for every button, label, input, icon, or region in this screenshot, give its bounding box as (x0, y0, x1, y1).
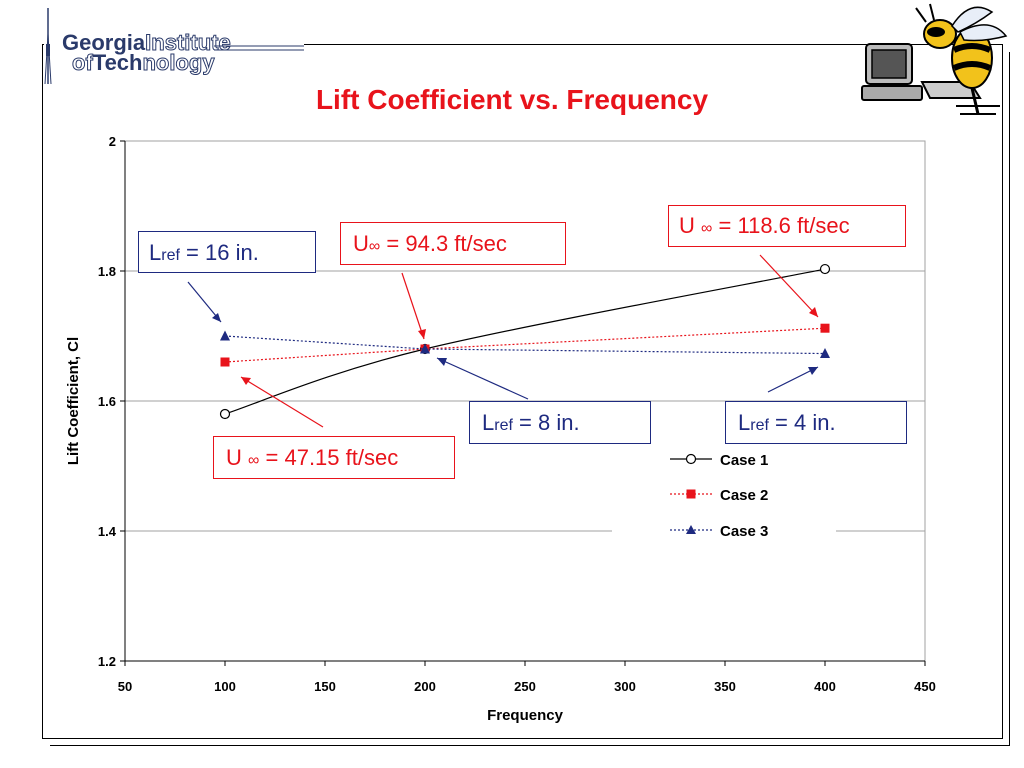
annotation-u-118-sub: ∞ (701, 220, 713, 237)
annotation-lref-8: Lref = 8 in. (469, 401, 651, 444)
annotation-lref-4: Lref = 4 in. (725, 401, 907, 444)
x-tick-label-6: 350 (714, 679, 736, 694)
series-group (219, 263, 831, 420)
arrow-u118 (759, 254, 819, 318)
arrowhead-lref8 (437, 358, 447, 366)
logo-institute: Institute (145, 30, 232, 56)
point-case-3-100 (220, 330, 230, 341)
buzz-computer-mascot-icon (861, 3, 1008, 115)
x-tick-label-4: 250 (514, 679, 536, 694)
point-case-2-400 (820, 323, 830, 333)
point-case-3-400 (820, 348, 830, 359)
arrowhead-u94 (418, 329, 426, 339)
x-tick-label-1: 100 (214, 679, 236, 694)
x-tick-label-5: 300 (614, 679, 636, 694)
y-tick-label-4: 2 (109, 134, 116, 149)
x-tick-label-2: 150 (314, 679, 336, 694)
logo-of: of (72, 50, 94, 76)
logo-tech: Tech (92, 50, 143, 75)
annotation-u-118-main: U (679, 213, 701, 238)
annotation-u-47-sub: ∞ (248, 452, 260, 469)
slide-frame (42, 44, 1003, 739)
y-axis-label: Lift Coefficient, Cl (65, 337, 82, 465)
georgia-tech-logo: GeorgiaInstitute ofTechnology (44, 4, 304, 86)
chart-title: Lift Coefficient vs. Frequency (315, 84, 709, 115)
annotation-u-47: U ∞ = 47.15 ft/sec (213, 436, 455, 479)
annotation-u-94-sub: ∞ (368, 238, 381, 255)
annotation-lref-16-value: = 16 in. (179, 240, 259, 265)
annotation-lref-8-value: = 8 in. (512, 410, 580, 435)
logo-rule (214, 45, 304, 51)
y-tick-label-1: 1.4 (98, 524, 117, 539)
annotation-u-47-value: = 47.15 ft/sec (259, 445, 399, 470)
point-case-3-200 (420, 343, 430, 354)
logo-nology: nology (142, 50, 215, 76)
annotation-lref-16: Lref = 16 in. (138, 231, 316, 273)
annotation-u-118-value: = 118.6 ft/sec (712, 213, 850, 238)
annotation-lref-4-main: L (738, 410, 751, 435)
arrowhead-u47 (241, 377, 251, 385)
annotation-lref-8-main: L (482, 410, 495, 435)
legend-case1-marker (685, 453, 697, 465)
logo-georgia: Georgia (62, 30, 146, 55)
legend-case2-label: Case 2 (720, 487, 768, 504)
annotation-u-118: U ∞ = 118.6 ft/sec (668, 205, 906, 247)
legend-case3-marker (686, 525, 696, 534)
legend: Case 1 Case 2 Case 3 (670, 452, 768, 540)
arrow-u94 (401, 272, 425, 340)
legend-case2-marker (686, 489, 696, 499)
annotation-u-94-main: U (353, 231, 369, 256)
y-tick-label-2: 1.6 (98, 394, 116, 409)
y-tick-label-0: 1.2 (98, 654, 116, 669)
tower-icon (44, 8, 52, 85)
x-tick-label-3: 200 (414, 679, 436, 694)
arrow-u47 (240, 376, 324, 428)
arrowhead-lref4 (808, 367, 818, 375)
annotation-lref-4-value: = 4 in. (768, 410, 836, 435)
point-case-2-100 (220, 357, 230, 367)
annotation-lref-8-sub: ref (494, 417, 513, 434)
y-ticks: 1.2 1.4 1.6 1.8 2 (98, 134, 125, 669)
x-tick-label-8: 450 (914, 679, 936, 694)
x-ticks: 50 100 150 200 250 300 350 400 450 (118, 661, 936, 694)
arrowhead-u118 (809, 307, 818, 317)
arrow-lref4 (767, 366, 819, 393)
annotation-lref-16-main: L (149, 240, 162, 265)
x-tick-label-7: 400 (814, 679, 836, 694)
annotation-u-94-value: = 94.3 ft/sec (380, 231, 507, 256)
logo-line-1: GeorgiaInstitute (62, 30, 231, 56)
series-line-case-1 (224, 268, 826, 415)
x-tick-label-0: 50 (118, 679, 132, 694)
annotation-lref-16-sub: ref (161, 247, 180, 264)
slide-frame-shadow (50, 52, 1010, 746)
arrowhead-lref16 (212, 313, 221, 322)
legend-case3-label: Case 3 (720, 523, 768, 540)
legend-background (612, 447, 836, 547)
y-tick-label-3: 1.8 (98, 264, 116, 279)
annotation-u-94: U∞ = 94.3 ft/sec (340, 222, 566, 265)
annotation-arrows (187, 254, 819, 428)
logo-line-2: ofTechnology (72, 50, 216, 76)
annotation-u-47-main: U (226, 445, 248, 470)
annotation-lref-4-sub: ref (750, 417, 769, 434)
point-case-1-400 (819, 263, 831, 275)
legend-case1-label: Case 1 (720, 452, 768, 469)
point-case-1-100 (219, 408, 231, 420)
arrow-lref8 (436, 357, 529, 400)
x-axis-label: Frequency (487, 707, 564, 724)
